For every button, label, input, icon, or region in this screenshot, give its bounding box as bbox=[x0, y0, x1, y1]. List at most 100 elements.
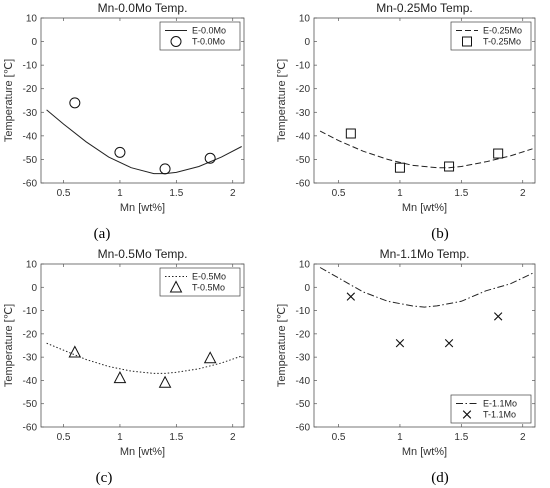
data-point bbox=[159, 163, 171, 175]
legend-label: T-1.1Mo bbox=[483, 410, 516, 420]
y-tick-label: -10 bbox=[296, 61, 311, 72]
data-point bbox=[346, 292, 356, 301]
chart-panel-2: Mn-0.25Mo Temp. 10 0 -10 -20 -30 -40 -50 -60 0.5 1… bbox=[276, 1, 536, 242]
series-line-E-1.1Mo bbox=[319, 267, 533, 308]
chart-panel-4: Mn-1.1Mo Temp. 10 0 -10 -20 -30 -40 -50 -60 0.5 1 1… bbox=[276, 247, 536, 486]
data-point bbox=[395, 338, 405, 348]
x-axis-label: Mn [wt%] bbox=[120, 446, 165, 458]
y-tick-label: -20 bbox=[296, 329, 311, 340]
y-tick-label: -40 bbox=[296, 131, 311, 142]
x-tick-label: 2 bbox=[230, 188, 236, 199]
panel-caption: (b) bbox=[431, 226, 449, 242]
legend-label: T-0.25Mo bbox=[483, 37, 521, 47]
y-tick-label: -20 bbox=[23, 84, 38, 95]
y-tick-label: -50 bbox=[296, 399, 311, 410]
x-tick-label: 1 bbox=[397, 432, 403, 443]
x-tick-label: 1.5 bbox=[169, 432, 183, 443]
panel-caption: (a) bbox=[94, 226, 111, 242]
x-tick-label: 2 bbox=[230, 432, 236, 443]
data-point bbox=[68, 345, 82, 358]
legend-marker-swatch bbox=[462, 410, 472, 419]
y-tick-label: 10 bbox=[26, 260, 38, 271]
y-tick-label: -60 bbox=[23, 423, 38, 434]
legend-box bbox=[450, 21, 532, 51]
y-tick-label: -40 bbox=[296, 376, 311, 387]
chart-title: Mn-0.5Mo Temp. bbox=[98, 247, 188, 261]
y-tick-label: -20 bbox=[296, 84, 311, 95]
data-point bbox=[158, 375, 172, 388]
x-tick-label: 1.5 bbox=[169, 188, 183, 199]
data-point bbox=[69, 97, 81, 109]
y-tick-label: 10 bbox=[26, 14, 38, 25]
y-tick-label: 0 bbox=[304, 283, 310, 294]
y-axis-label: Temperature [℃] bbox=[276, 304, 288, 387]
data-point bbox=[394, 162, 405, 173]
y-tick-label: -60 bbox=[296, 423, 311, 434]
x-tick-label: 0.5 bbox=[332, 188, 346, 199]
y-tick-label: -50 bbox=[23, 155, 38, 166]
x-tick-label: 1.5 bbox=[454, 432, 468, 443]
data-point bbox=[204, 152, 216, 164]
legend-box bbox=[450, 394, 532, 424]
legend-label: E-0.25Mo bbox=[483, 26, 522, 36]
legend-marker-swatch bbox=[170, 36, 182, 47]
legend-label: E-1.1Mo bbox=[483, 399, 517, 409]
y-tick-label: 0 bbox=[304, 37, 310, 48]
series-line-E-0.25Mo bbox=[319, 130, 533, 169]
y-tick-label: -50 bbox=[296, 155, 311, 166]
y-tick-label: -30 bbox=[296, 353, 311, 364]
x-axis-label: Mn [wt%] bbox=[120, 202, 165, 214]
panel-caption: (c) bbox=[96, 470, 113, 486]
legend-marker-swatch bbox=[169, 280, 183, 293]
y-tick-label: -40 bbox=[23, 131, 38, 142]
y-tick-label: -10 bbox=[23, 306, 38, 317]
y-tick-label: -60 bbox=[23, 179, 38, 190]
legend-label: T-0.5Mo bbox=[192, 283, 225, 293]
series-line-E-0.5Mo bbox=[46, 342, 242, 374]
x-axis-label: Mn [wt%] bbox=[402, 446, 447, 458]
data-point bbox=[493, 148, 504, 159]
x-tick-label: 1.5 bbox=[454, 188, 468, 199]
data-point bbox=[203, 351, 217, 364]
x-tick-label: 1 bbox=[397, 188, 403, 199]
y-axis-label: Temperature [℃] bbox=[276, 59, 288, 142]
y-tick-label: -50 bbox=[23, 399, 38, 410]
x-tick-label: 2 bbox=[520, 432, 526, 443]
x-tick-label: 2 bbox=[520, 188, 526, 199]
x-tick-label: 0.5 bbox=[332, 432, 346, 443]
x-tick-label: 0.5 bbox=[57, 188, 71, 199]
chart-title: Mn-0.0Mo Temp. bbox=[98, 1, 188, 15]
x-axis-label: Mn [wt%] bbox=[402, 202, 447, 214]
chart-title: Mn-0.25Mo Temp. bbox=[376, 1, 473, 15]
y-tick-label: -30 bbox=[23, 108, 38, 119]
chart-title: Mn-1.1Mo Temp. bbox=[380, 247, 470, 261]
series-line-E-0.0Mo bbox=[46, 109, 242, 175]
data-point bbox=[113, 371, 127, 384]
data-point bbox=[114, 146, 126, 158]
y-tick-label: 0 bbox=[31, 283, 37, 294]
y-tick-label: 10 bbox=[299, 14, 311, 25]
chart-panel-3: Mn-0.5Mo Temp. 10 0 -10 -20 -30 -40 -50 -60 0.5 1 1… bbox=[3, 247, 245, 486]
data-point bbox=[493, 312, 503, 321]
x-tick-label: 0.5 bbox=[57, 432, 71, 443]
y-tick-label: -10 bbox=[296, 306, 311, 317]
chart-panel-1: Mn-0.0Mo Temp. 10 0 -10 -20 -30 -40 -50 -60 0.5 1 1… bbox=[3, 1, 245, 242]
data-point bbox=[444, 338, 454, 348]
y-tick-label: -20 bbox=[23, 329, 38, 340]
y-tick-label: 10 bbox=[299, 260, 311, 271]
panel-caption: (d) bbox=[431, 470, 449, 486]
y-axis-label: Temperature [℃] bbox=[3, 304, 15, 387]
legend-label: E-0.0Mo bbox=[192, 26, 226, 36]
legend-marker-swatch bbox=[462, 36, 472, 47]
y-tick-label: 0 bbox=[31, 37, 37, 48]
data-point bbox=[345, 128, 356, 139]
data-point bbox=[444, 161, 455, 172]
x-tick-label: 1 bbox=[117, 188, 123, 199]
legend-label: E-0.5Mo bbox=[192, 272, 226, 282]
legend-box bbox=[159, 267, 241, 297]
